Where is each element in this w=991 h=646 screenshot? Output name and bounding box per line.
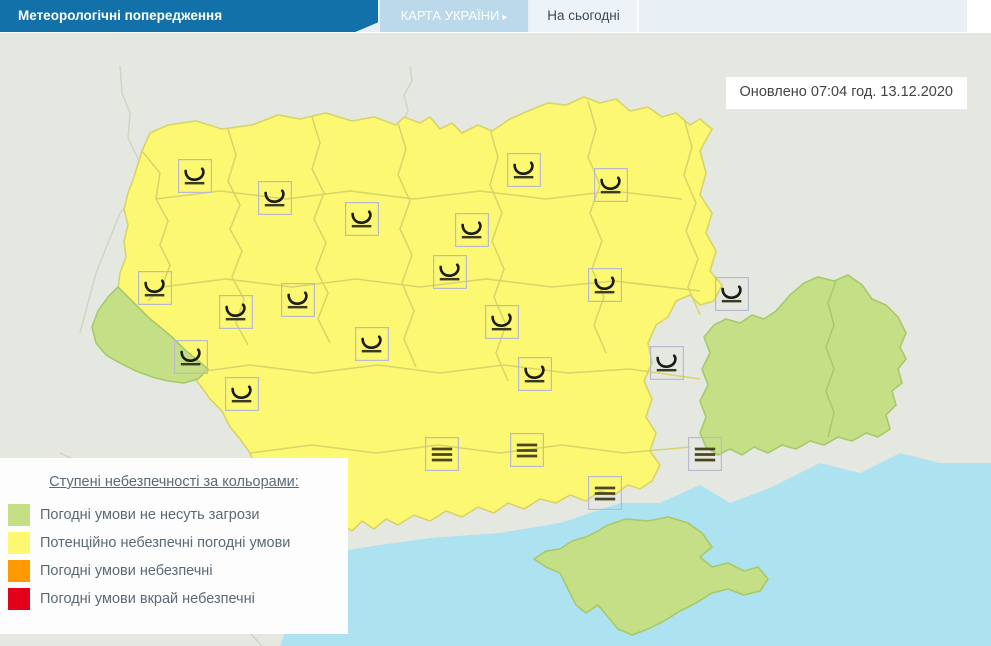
legend-item-extremely-dangerous: Погодні умови вкрай небезпечні — [0, 585, 348, 613]
legend-label-extremely-dangerous: Погодні умови вкрай небезпечні — [40, 591, 255, 607]
region-green-east — [699, 274, 907, 456]
green-inner-border — [825, 280, 837, 438]
legend-label-potentially-dangerous: Потенційно небезпечні погодні умови — [40, 535, 291, 551]
legend-title: Ступені небезпечності за кольорами: — [49, 474, 299, 490]
tab-bar: Метеорологічні попередження КАРТА УКРАЇН… — [0, 0, 991, 33]
tab-today-label: На сьогодні — [547, 8, 620, 23]
tab-today[interactable]: На сьогодні — [530, 0, 638, 32]
legend-label-no-threat: Погодні умови не несуть загрози — [40, 507, 260, 523]
ukraine-warning-map-svg — [0, 33, 991, 646]
legend-item-no-threat: Погодні умови не несуть загрози — [0, 501, 348, 529]
tab-map-of-ukraine-label: КАРТА УКРАЇНИ — [400, 8, 500, 23]
legend-item-dangerous: Погодні умови небезпечні — [0, 557, 348, 585]
oblast-borders — [141, 100, 701, 454]
tab-meteorological-warnings-label: Метеорологічні попередження — [18, 8, 223, 23]
updated-timestamp: Оновлено 07:04 год. 13.12.2020 — [725, 77, 967, 109]
legend-panel: Ступені небезпечності за кольорами: Пого… — [0, 458, 348, 634]
updated-timestamp-text: Оновлено 07:04 год. 13.12.2020 — [739, 84, 953, 100]
region-green-zakarpattia — [91, 285, 210, 384]
region-green-crimea — [532, 516, 769, 636]
legend-swatch-yellow — [8, 532, 30, 554]
chevron-right-icon: ▸ — [502, 12, 508, 23]
legend-swatch-orange — [8, 560, 30, 582]
legend-label-dangerous: Погодні умови небезпечні — [40, 563, 213, 579]
tab-meteorological-warnings[interactable]: Метеорологічні попередження — [0, 0, 378, 32]
tab-map-of-ukraine[interactable]: КАРТА УКРАЇНИ ▸ — [380, 0, 528, 32]
tab-divider — [638, 0, 639, 32]
legend-swatch-green — [8, 504, 30, 526]
legend-item-potentially-dangerous: Потенційно небезпечні погодні умови — [0, 529, 348, 557]
legend-swatch-red — [8, 588, 30, 610]
map-canvas[interactable]: Оновлено 07:04 год. 13.12.2020 Ступені н… — [0, 33, 991, 646]
